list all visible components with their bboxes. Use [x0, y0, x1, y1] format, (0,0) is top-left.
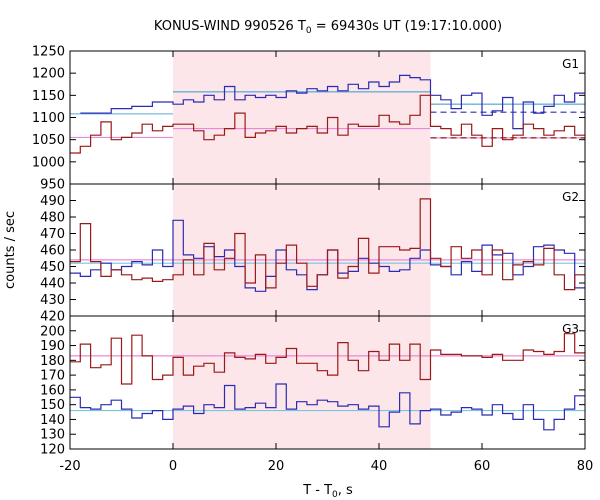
ticks-layer: 950100010501100115012001250G142043044045…: [32, 45, 593, 475]
panel-g1-series-blue: [80, 74, 585, 130]
panel-g3-ytick-label: 120: [40, 443, 65, 458]
panel-g3-ytick-label: 170: [40, 369, 65, 384]
highlight-interval: [173, 51, 431, 449]
panel-g1-series-red: [70, 94, 585, 154]
xtick-label: 60: [474, 459, 491, 474]
panel-g3-ytick-label: 160: [40, 383, 65, 398]
panel-g2-ytick-label: 420: [40, 310, 65, 325]
panel-g2-label: G2: [562, 190, 579, 204]
y-axis-label: counts / sec: [3, 211, 18, 289]
panel-g3-label: G3: [562, 322, 579, 336]
panel-g1-ytick-label: 1200: [32, 67, 65, 82]
panel-g1-ytick-label: 1250: [32, 45, 65, 60]
panel-g2-ytick-label: 460: [40, 244, 65, 259]
panel-g2-series-red: [70, 198, 585, 291]
panel-g3-ytick-label: 190: [40, 339, 65, 354]
xtick-label: 80: [577, 459, 594, 474]
panel-g2-ytick-label: 450: [40, 260, 65, 275]
xtick-label: 20: [268, 459, 285, 474]
panel-g1-ytick-label: 1150: [32, 89, 65, 104]
panel-g1-label: G1: [562, 57, 579, 71]
series-layer: [70, 74, 585, 431]
panel-g2-ytick-label: 470: [40, 227, 65, 242]
panel-g1-ytick-label: 1050: [32, 133, 65, 148]
panel-g3-ytick-label: 200: [40, 324, 65, 339]
xtick-label: 0: [169, 459, 177, 474]
highlight-layer: [173, 51, 431, 449]
panel-g1-ytick-label: 950: [40, 178, 65, 193]
panel-g2-ytick-label: 480: [40, 211, 65, 226]
chart-title: KONUS-WIND 990526 T0 = 69430s UT (19:17:…: [154, 19, 502, 36]
panel-g2-ytick-label: 440: [40, 277, 65, 292]
xtick-label: -20: [59, 459, 80, 474]
panel-g3-frame: [69, 315, 586, 450]
panel-g2-ytick-label: 490: [40, 194, 65, 209]
panel-g2-ytick-label: 430: [40, 293, 65, 308]
panel-g3-ytick-label: 140: [40, 413, 65, 428]
panel-g3-series-red: [70, 333, 585, 385]
panel-g3-ytick-label: 150: [40, 398, 65, 413]
x-axis-label: T - T0, s: [302, 483, 353, 500]
panel-g3-ytick-label: 180: [40, 354, 65, 369]
panel-g1-ytick-label: 1000: [32, 155, 65, 170]
panel-g3-ytick-label: 130: [40, 428, 65, 443]
xtick-label: 40: [371, 459, 388, 474]
panel-g3-series-blue: [70, 383, 585, 431]
panel-g1-ytick-label: 1100: [32, 111, 65, 126]
